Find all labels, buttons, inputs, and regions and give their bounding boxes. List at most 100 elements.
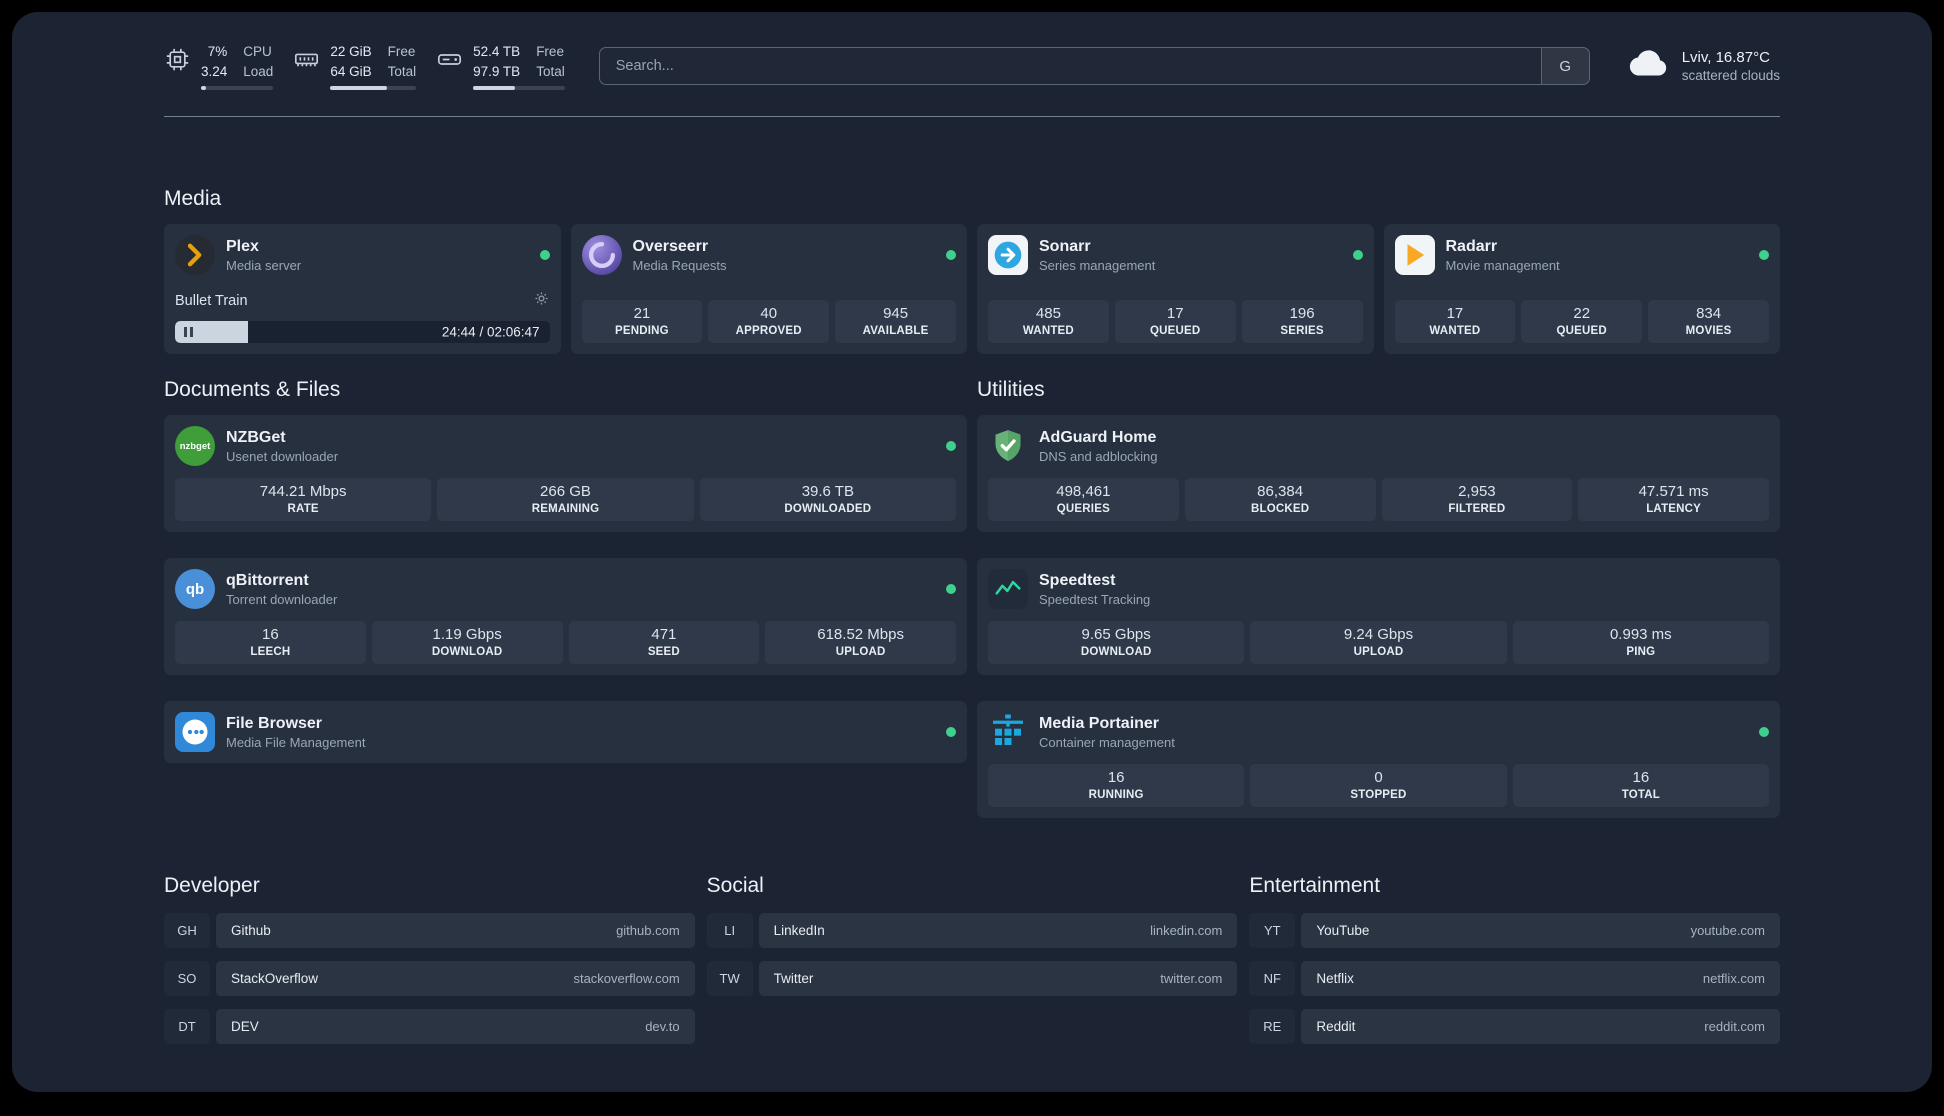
bookmark-youtube[interactable]: YT YouTube youtube.com — [1249, 913, 1780, 949]
search-bar[interactable]: G — [598, 47, 1590, 86]
system-metrics: 7% 3.24 CPU Load — [164, 42, 565, 91]
bookmark-name: Reddit — [1316, 1019, 1356, 1035]
overseerr-icon — [581, 235, 622, 276]
stat-tile: 618.52 Mbps UPLOAD — [765, 621, 956, 665]
adguard-icon — [988, 426, 1028, 466]
plex-icon — [175, 235, 215, 276]
disk-free-label: Free — [536, 44, 564, 59]
bookmark-abbr: NF — [1249, 961, 1296, 997]
service-card-speedtest[interactable]: Speedtest Speedtest Tracking 9.65 Gbps D… — [977, 558, 1780, 676]
bookmark-domain: twitter.com — [1160, 971, 1223, 987]
service-card-plex[interactable]: Plex Media server Bullet Train 24:44 / 0 — [164, 224, 561, 355]
status-dot — [1352, 250, 1363, 261]
disk-free-value: 52.4 TB — [473, 44, 521, 59]
utilities-heading: Utilities — [977, 378, 1045, 402]
bookmark-dev[interactable]: DT DEV dev.to — [164, 1009, 695, 1045]
memory-total-label: Total — [387, 63, 417, 79]
service-card-nzbget[interactable]: nzbget NZBGet Usenet downloader 744.21 M… — [164, 415, 967, 533]
search-provider-button[interactable]: G — [1540, 48, 1589, 85]
service-subtitle: DNS and adblocking — [1039, 449, 1158, 465]
bookmark-abbr: SO — [164, 961, 210, 997]
memory-total-value: 64 GiB — [330, 63, 372, 79]
stat-tile: 744.21 Mbps RATE — [175, 478, 432, 522]
disk-widget: 52.4 TB 97.9 TB Free Total — [436, 42, 565, 91]
service-card-radarr[interactable]: Radarr Movie management 17 WANTED 22 QUE… — [1383, 224, 1780, 355]
bookmark-netflix[interactable]: NF Netflix netflix.com — [1249, 961, 1780, 997]
pause-button[interactable] — [184, 327, 193, 338]
service-name: Speedtest — [1039, 572, 1116, 590]
bookmark-twitter[interactable]: TW Twitter twitter.com — [706, 961, 1238, 997]
bookmark-domain: youtube.com — [1690, 923, 1765, 939]
stat-tile: 266 GB REMAINING — [437, 478, 694, 522]
qbittorrent-icon: qb — [175, 569, 215, 610]
search-input[interactable] — [599, 48, 1541, 85]
stat-tile: 471 SEED — [568, 621, 760, 665]
stat-tile: 945 AVAILABLE — [835, 300, 956, 344]
section-documents: Documents & Files nzbget NZBGet Usenet d… — [164, 378, 967, 764]
stat-tile: 16 RUNNING — [988, 764, 1245, 808]
stat-tile: 0.993 ms PING — [1512, 621, 1769, 665]
bookmark-name: DEV — [231, 1019, 259, 1035]
bookmark-domain: stackoverflow.com — [573, 971, 680, 987]
service-subtitle: Speedtest Tracking — [1039, 592, 1151, 608]
bookmark-stackoverflow[interactable]: SO StackOverflow stackoverflow.com — [164, 961, 695, 997]
service-card-overseerr[interactable]: Overseerr Media Requests 21 PENDING 40 A… — [570, 224, 967, 355]
service-card-filebrowser[interactable]: File Browser Media File Management — [164, 701, 967, 764]
weather-location: Lviv, 16.87°C — [1681, 49, 1770, 67]
memory-widget: 22 GiB 64 GiB Free Total — [293, 42, 417, 91]
stat-tile: 39.6 TB DOWNLOADED — [699, 478, 956, 522]
service-card-sonarr[interactable]: Sonarr Series management 485 WANTED 17 Q… — [977, 224, 1374, 355]
cpu-widget: 7% 3.24 CPU Load — [164, 42, 274, 91]
social-heading: Social — [706, 874, 764, 898]
service-card-adguard[interactable]: AdGuard Home DNS and adblocking 498,461 … — [977, 415, 1780, 533]
bookmark-domain: linkedin.com — [1150, 923, 1223, 939]
stat-tile: 834 MOVIES — [1648, 300, 1769, 344]
stat-tile: 498,461 QUERIES — [988, 478, 1179, 522]
stat-tile: 22 QUEUED — [1521, 300, 1643, 344]
dashboard: 7% 3.24 CPU Load — [12, 12, 1932, 1092]
settings-gear-icon[interactable] — [533, 290, 550, 312]
stat-tile: 2,953 FILTERED — [1381, 478, 1573, 522]
status-dot — [946, 727, 956, 738]
status-dot — [946, 441, 956, 452]
cpu-usage-value: 7% — [207, 44, 228, 59]
bookmark-github[interactable]: GH Github github.com — [164, 913, 695, 949]
status-dot — [946, 250, 956, 261]
bookmark-domain: netflix.com — [1702, 971, 1765, 987]
now-playing-title: Bullet Train — [175, 293, 248, 310]
cpu-load-value: 3.24 — [201, 63, 228, 79]
stat-tile: 9.24 Gbps UPLOAD — [1250, 621, 1507, 665]
service-name: qBittorrent — [226, 572, 309, 590]
bookmark-group-social: Social LI LinkedIn linkedin.com TW Twitt… — [706, 874, 1238, 1057]
service-subtitle: Media server — [226, 258, 302, 274]
stat-tile: 21 PENDING — [581, 300, 703, 344]
cpu-icon — [164, 42, 191, 78]
disk-total-label: Total — [536, 63, 565, 79]
bookmark-linkedin[interactable]: LI LinkedIn linkedin.com — [706, 913, 1238, 949]
bookmark-reddit[interactable]: RE Reddit reddit.com — [1249, 1009, 1780, 1045]
stat-tile: 16 TOTAL — [1512, 764, 1769, 808]
service-card-portainer[interactable]: Media Portainer Container management 16 … — [977, 701, 1780, 819]
service-subtitle: Movie management — [1445, 258, 1560, 274]
status-dot — [1759, 727, 1769, 738]
developer-heading: Developer — [164, 874, 260, 898]
disk-icon — [436, 42, 463, 78]
service-name: File Browser — [226, 715, 323, 733]
sonarr-icon — [988, 235, 1028, 276]
speedtest-icon — [988, 569, 1028, 610]
header-divider — [164, 116, 1780, 118]
media-heading: Media — [164, 187, 222, 211]
section-media: Media Plex Media server Bullet Train — [164, 187, 1780, 355]
bookmark-name: Netflix — [1316, 971, 1354, 987]
bookmark-name: YouTube — [1316, 923, 1370, 939]
bookmark-group-developer: Developer GH Github github.com SO StackO… — [164, 874, 695, 1057]
service-card-qbittorrent[interactable]: qb qBittorrent Torrent downloader 16 LEE… — [164, 558, 967, 676]
service-subtitle: Media Requests — [632, 258, 727, 274]
bookmark-name: StackOverflow — [231, 971, 319, 987]
stat-tile: 40 APPROVED — [708, 300, 830, 344]
cpu-label: CPU — [243, 44, 272, 59]
disk-progress-bar — [473, 86, 565, 91]
status-dot — [539, 250, 550, 261]
weather-widget: Lviv, 16.87°C scattered clouds — [1624, 48, 1780, 85]
service-name: Sonarr — [1039, 238, 1091, 256]
